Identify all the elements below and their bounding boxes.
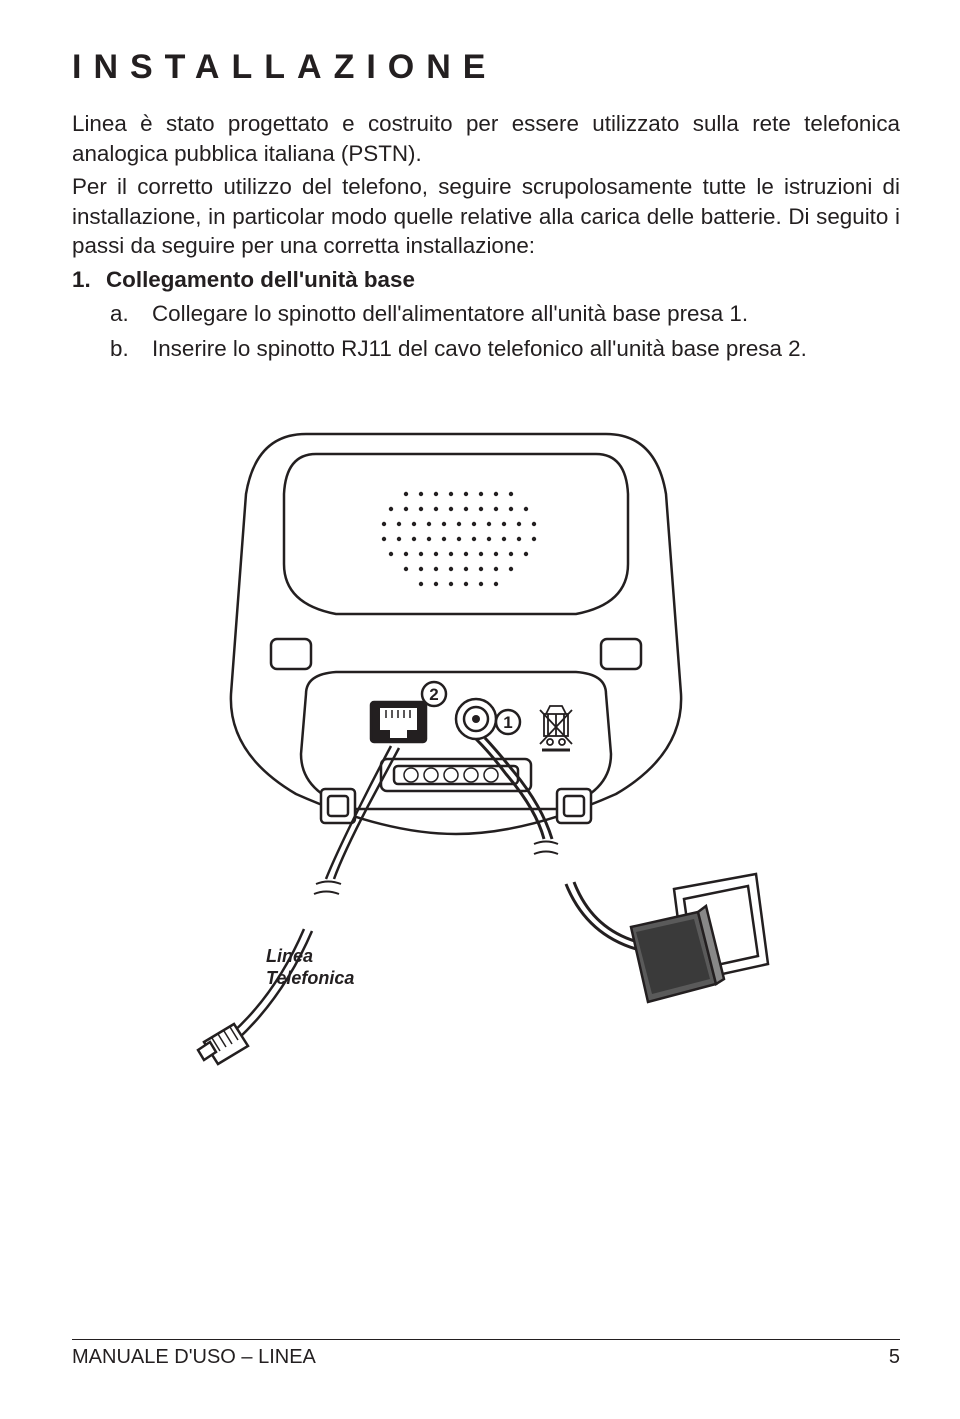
section-heading: INSTALLAZIONE	[72, 48, 900, 87]
step-1b-letter: b.	[110, 334, 152, 364]
base-unit-illustration: 2 1 Linea Telefonica	[136, 394, 836, 1094]
step-1b-text: Inserire lo spinotto RJ11 del cavo telef…	[152, 334, 807, 364]
step-1a-text: Collegare lo spinotto dell'alimentatore …	[152, 299, 748, 329]
step-1-text: Collegamento dell'unità base	[106, 265, 415, 295]
step-1b: b. Inserire lo spinotto RJ11 del cavo te…	[72, 334, 900, 364]
intro-paragraph-2: Per il corretto utilizzo del telefono, s…	[72, 172, 900, 261]
page-footer: MANUALE D'USO – LINEA 5	[72, 1339, 900, 1369]
callout-2-label: 2	[429, 685, 438, 704]
phone-line-label-1: Linea	[266, 946, 313, 966]
footer-page-number: 5	[889, 1346, 900, 1369]
step-1a: a. Collegare lo spinotto dell'alimentato…	[72, 299, 900, 329]
step-1a-letter: a.	[110, 299, 152, 329]
step-1-number: 1.	[72, 265, 106, 295]
step-1: 1. Collegamento dell'unità base	[72, 265, 900, 295]
intro-paragraph-1: Linea è stato progettato e costruito per…	[72, 109, 900, 168]
callout-1-label: 1	[503, 713, 512, 732]
installation-diagram: 2 1 Linea Telefonica	[72, 394, 900, 1099]
phone-line-label-2: Telefonica	[266, 968, 354, 988]
footer-title: MANUALE D'USO – LINEA	[72, 1346, 316, 1369]
